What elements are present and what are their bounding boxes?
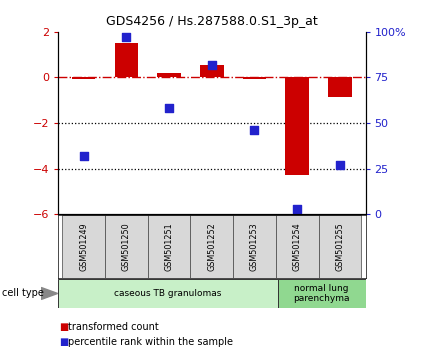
- Bar: [58, 279, 278, 308]
- Bar: [319, 215, 361, 278]
- Text: GSM501253: GSM501253: [250, 222, 259, 271]
- Point: [166, 105, 172, 111]
- Text: GSM501250: GSM501250: [122, 222, 131, 271]
- Text: GSM501255: GSM501255: [335, 222, 344, 271]
- Text: GSM501252: GSM501252: [207, 222, 216, 271]
- Bar: [276, 215, 319, 278]
- Bar: [233, 215, 276, 278]
- Bar: [62, 215, 105, 278]
- Text: ■: ■: [59, 322, 69, 332]
- Bar: [72, 78, 95, 79]
- Polygon shape: [41, 287, 58, 299]
- Text: cell type: cell type: [2, 289, 44, 298]
- Text: percentile rank within the sample: percentile rank within the sample: [68, 337, 233, 347]
- Point: [294, 206, 301, 212]
- Bar: [105, 215, 148, 278]
- Bar: [328, 78, 352, 97]
- Bar: [148, 215, 190, 278]
- Bar: [278, 279, 366, 308]
- Bar: [190, 215, 233, 278]
- Text: GSM501251: GSM501251: [165, 222, 174, 271]
- Text: normal lung
parenchyma: normal lung parenchyma: [293, 284, 350, 303]
- Text: transformed count: transformed count: [68, 322, 159, 332]
- Title: GDS4256 / Hs.287588.0.S1_3p_at: GDS4256 / Hs.287588.0.S1_3p_at: [106, 15, 318, 28]
- Bar: [157, 73, 181, 78]
- Bar: [115, 43, 138, 78]
- Text: GSM501254: GSM501254: [293, 222, 302, 271]
- Text: ■: ■: [59, 337, 69, 347]
- Point: [208, 62, 215, 68]
- Text: caseous TB granulomas: caseous TB granulomas: [114, 289, 221, 298]
- Text: GSM501249: GSM501249: [79, 222, 88, 271]
- Bar: [200, 65, 224, 78]
- Bar: [243, 78, 266, 79]
- Bar: [286, 78, 309, 176]
- Point: [336, 162, 343, 168]
- Point: [251, 127, 258, 133]
- Point: [80, 153, 87, 159]
- Point: [123, 34, 130, 40]
